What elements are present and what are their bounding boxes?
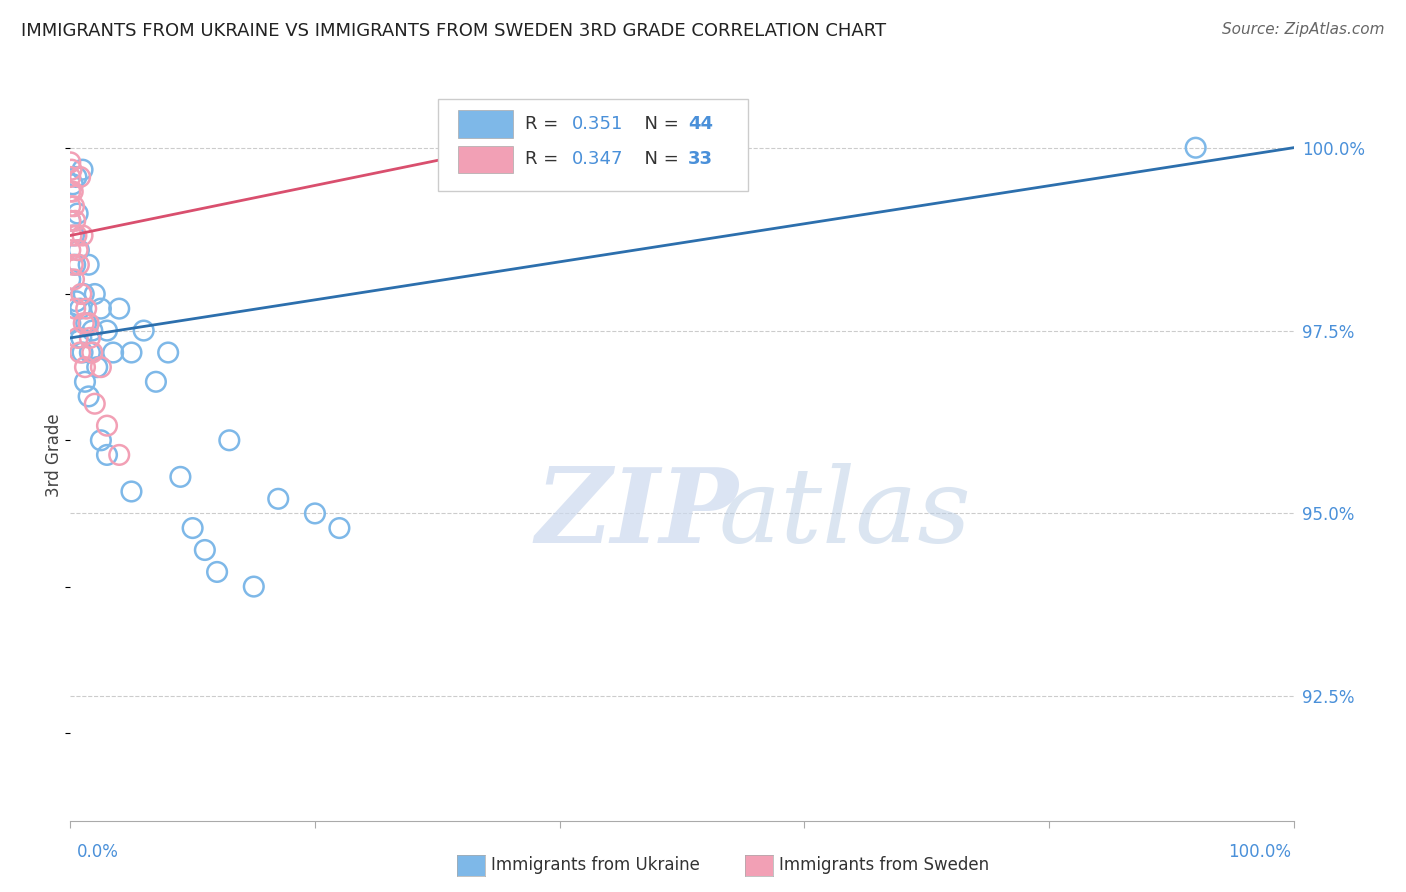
- Text: 44: 44: [688, 115, 713, 133]
- Point: [75, 316, 97, 330]
- Point: [73, 287, 96, 301]
- Point: [59, 243, 82, 257]
- Point: [328, 521, 350, 535]
- Point: [59, 272, 82, 286]
- Point: [65, 228, 87, 243]
- Point: [77, 389, 100, 403]
- Point: [79, 331, 101, 345]
- Point: [63, 272, 86, 286]
- Point: [90, 434, 112, 448]
- Point: [72, 228, 94, 243]
- Point: [59, 214, 82, 228]
- Text: N =: N =: [633, 151, 685, 169]
- Point: [96, 418, 118, 433]
- Text: Immigrants from Sweden: Immigrants from Sweden: [779, 856, 988, 874]
- Point: [267, 491, 290, 506]
- Point: [77, 258, 100, 272]
- Point: [73, 360, 96, 375]
- Point: [70, 287, 93, 301]
- Text: atlas: atlas: [718, 463, 972, 564]
- Point: [96, 324, 118, 338]
- Text: R =: R =: [526, 115, 564, 133]
- Point: [67, 258, 90, 272]
- FancyBboxPatch shape: [458, 111, 513, 138]
- Point: [63, 214, 86, 228]
- Text: Source: ZipAtlas.com: Source: ZipAtlas.com: [1222, 22, 1385, 37]
- Text: IMMIGRANTS FROM UKRAINE VS IMMIGRANTS FROM SWEDEN 3RD GRADE CORRELATION CHART: IMMIGRANTS FROM UKRAINE VS IMMIGRANTS FR…: [21, 22, 886, 40]
- Point: [62, 178, 84, 192]
- Point: [59, 199, 82, 213]
- Point: [243, 580, 266, 594]
- Point: [70, 331, 93, 345]
- Point: [72, 162, 94, 177]
- Point: [73, 375, 96, 389]
- Text: N =: N =: [633, 115, 685, 133]
- Point: [145, 375, 167, 389]
- Point: [83, 397, 105, 411]
- Point: [157, 345, 180, 359]
- Point: [82, 345, 104, 359]
- Text: 33: 33: [688, 151, 713, 169]
- Point: [62, 258, 84, 272]
- Point: [121, 345, 143, 359]
- Point: [108, 448, 131, 462]
- Point: [75, 301, 97, 316]
- Point: [82, 324, 104, 338]
- Point: [63, 199, 86, 213]
- Point: [90, 301, 112, 316]
- Point: [66, 243, 89, 257]
- Point: [69, 345, 91, 359]
- Point: [121, 484, 143, 499]
- Text: ZIP: ZIP: [536, 463, 738, 564]
- Point: [77, 316, 100, 330]
- Text: 100.0%: 100.0%: [1227, 843, 1291, 861]
- Point: [1184, 141, 1206, 155]
- Text: R =: R =: [526, 151, 564, 169]
- FancyBboxPatch shape: [458, 145, 513, 173]
- Point: [63, 258, 86, 272]
- Point: [59, 214, 82, 228]
- Point: [63, 301, 86, 316]
- Text: 0.347: 0.347: [572, 151, 623, 169]
- Point: [83, 287, 105, 301]
- Text: 0.0%: 0.0%: [77, 843, 120, 861]
- Point: [79, 345, 101, 359]
- Text: 0.351: 0.351: [572, 115, 623, 133]
- Point: [67, 243, 90, 257]
- Point: [65, 169, 87, 184]
- Point: [63, 228, 86, 243]
- FancyBboxPatch shape: [439, 99, 748, 191]
- Point: [86, 360, 108, 375]
- Point: [96, 448, 118, 462]
- Point: [66, 331, 89, 345]
- Text: Immigrants from Ukraine: Immigrants from Ukraine: [491, 856, 700, 874]
- Point: [72, 345, 94, 359]
- Y-axis label: 3rd Grade: 3rd Grade: [45, 413, 63, 497]
- Point: [59, 316, 82, 330]
- Point: [66, 206, 89, 220]
- Point: [132, 324, 155, 338]
- Point: [60, 228, 83, 243]
- Point: [59, 185, 82, 199]
- Point: [169, 470, 191, 484]
- Point: [90, 360, 112, 375]
- Point: [65, 294, 87, 309]
- Point: [69, 301, 91, 316]
- Point: [304, 507, 326, 521]
- Point: [101, 345, 124, 359]
- Point: [108, 301, 131, 316]
- Point: [62, 185, 84, 199]
- Point: [73, 316, 96, 330]
- Point: [488, 141, 510, 155]
- Point: [59, 169, 82, 184]
- Point: [218, 434, 240, 448]
- Point: [69, 169, 91, 184]
- Point: [60, 162, 83, 177]
- Point: [205, 565, 228, 579]
- Point: [194, 543, 217, 558]
- Point: [181, 521, 204, 535]
- Point: [59, 155, 82, 169]
